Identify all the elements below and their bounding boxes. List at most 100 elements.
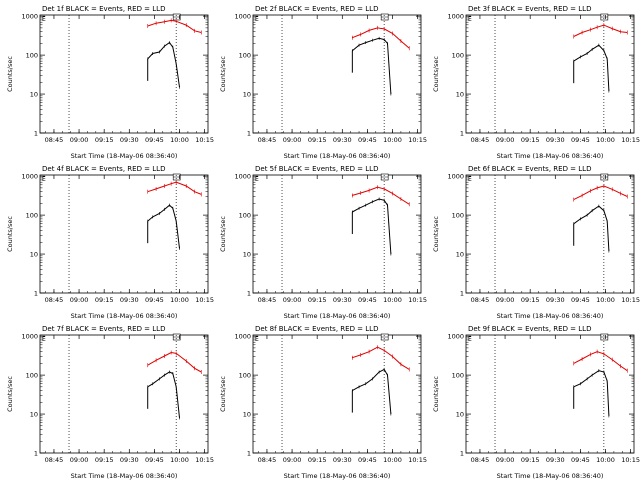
x-axis-label: Start Time (18-May-06 08:36:40)	[497, 312, 604, 320]
y-tick-label: 10	[456, 91, 464, 99]
x-tick-label: 10:00	[596, 456, 615, 464]
y-tick-label: 100	[452, 212, 464, 220]
y-axis-label: Counts/sec	[219, 216, 227, 252]
y-axis-label: Counts/sec	[219, 376, 227, 412]
x-axis-label: Start Time (18-May-06 08:36:40)	[71, 312, 178, 320]
x-tick-label: 10:00	[170, 296, 189, 304]
y-tick-label: 100	[239, 212, 251, 220]
x-tick-label: 09:00	[496, 296, 515, 304]
x-tick-label: 09:15	[308, 296, 327, 304]
x-tick-label: 09:30	[120, 296, 139, 304]
chart-title: Det 7f BLACK = Events, RED = LLD	[42, 325, 165, 333]
x-tick-label: 09:00	[496, 456, 515, 464]
x-tick-label: 09:15	[521, 296, 540, 304]
y-tick-label: 1000	[447, 173, 464, 181]
x-tick-label: 09:30	[333, 296, 352, 304]
y-tick-label: 100	[26, 372, 38, 380]
plot-frame	[39, 174, 209, 294]
y-axis-label: Counts/sec	[6, 216, 14, 252]
y-tick-label: 1	[34, 450, 38, 458]
legend-marker: E	[42, 336, 46, 343]
x-tick-label: 09:30	[333, 136, 352, 144]
x-tick-label: 09:15	[308, 136, 327, 144]
lld-series-line	[352, 186, 410, 205]
x-tick-label: 10:15	[195, 296, 214, 304]
y-tick-label: 1000	[234, 333, 251, 341]
y-tick-label: 1	[460, 130, 464, 138]
y-tick-label: 10	[30, 91, 38, 99]
events-series-line	[573, 44, 610, 92]
events-series-line	[352, 198, 392, 255]
plot-frame	[252, 334, 422, 454]
x-tick-label: 10:00	[383, 456, 402, 464]
x-tick-label: 10:15	[621, 456, 640, 464]
x-tick-label: 08:45	[471, 456, 490, 464]
x-tick-label: 10:15	[195, 136, 214, 144]
x-tick-label: 09:00	[70, 136, 89, 144]
x-axis-label: Start Time (18-May-06 08:36:40)	[284, 312, 391, 320]
lld-series-line	[147, 351, 202, 373]
chart-title: Det 9f BLACK = Events, RED = LLD	[468, 325, 591, 333]
x-tick-label: 10:15	[195, 456, 214, 464]
x-tick-label: 09:00	[283, 296, 302, 304]
x-tick-label: 10:00	[383, 136, 402, 144]
x-tick-label: 10:15	[621, 296, 640, 304]
chart-title: Det 1f BLACK = Events, RED = LLD	[42, 5, 165, 13]
x-tick-label: 08:45	[258, 296, 277, 304]
events-series-line	[573, 205, 610, 252]
plot-frame	[465, 174, 635, 294]
chart-svg: Det 2f BLACK = Events, RED = LLD E 1 10 100 1…	[219, 5, 427, 160]
legend-marker: E	[255, 176, 259, 183]
x-tick-label: 09:45	[571, 136, 590, 144]
x-tick-label: 08:45	[45, 296, 64, 304]
x-tick-label: 09:00	[70, 296, 89, 304]
y-tick-label: 10	[243, 251, 251, 259]
chart-svg: Det 5f BLACK = Events, RED = LLD E 1 10 100 1…	[219, 165, 427, 320]
lld-series-line	[352, 27, 410, 49]
lld-series-line	[352, 346, 410, 370]
plot-frame	[252, 174, 422, 294]
lld-series-line	[573, 24, 628, 37]
x-axis-label: Start Time (18-May-06 08:36:40)	[497, 472, 604, 480]
y-axis-label: Counts/sec	[6, 376, 14, 412]
x-axis-label: Start Time (18-May-06 08:36:40)	[284, 152, 391, 160]
chart-svg: Det 6f BLACK = Events, RED = LLD E 1 10 100 1…	[432, 165, 640, 320]
x-tick-label: 08:45	[471, 136, 490, 144]
x-tick-label: 10:00	[170, 456, 189, 464]
y-tick-label: 1000	[447, 13, 464, 21]
chart-svg: Det 8f BLACK = Events, RED = LLD E 1 10 100 1…	[219, 325, 427, 480]
x-tick-label: 09:15	[95, 136, 114, 144]
detector-panel: Det 5f BLACK = Events, RED = LLD E 1 10 100 1…	[213, 160, 427, 320]
y-tick-label: 100	[239, 372, 251, 380]
x-tick-label: 08:45	[258, 136, 277, 144]
legend-marker: E	[468, 336, 472, 343]
x-tick-label: 10:00	[383, 296, 402, 304]
y-tick-label: 1000	[234, 173, 251, 181]
events-series-line	[147, 41, 180, 88]
detector-panel: Det 2f BLACK = Events, RED = LLD E 1 10 100 1…	[213, 0, 427, 160]
events-series-line	[573, 370, 610, 416]
x-tick-label: 08:45	[471, 296, 490, 304]
y-tick-label: 100	[26, 52, 38, 60]
x-tick-label: 09:00	[496, 136, 515, 144]
detector-panel: Det 4f BLACK = Events, RED = LLD E 1 10 100 1…	[0, 160, 214, 320]
x-tick-label: 09:45	[145, 136, 164, 144]
x-axis-label: Start Time (18-May-06 08:36:40)	[497, 152, 604, 160]
x-tick-label: 09:30	[546, 136, 565, 144]
x-axis-label: Start Time (18-May-06 08:36:40)	[71, 152, 178, 160]
events-series-line	[147, 371, 180, 418]
lld-series-line	[147, 19, 202, 33]
y-tick-label: 10	[30, 251, 38, 259]
x-tick-label: 10:00	[596, 136, 615, 144]
plot-frame	[39, 14, 209, 134]
legend-marker: E	[468, 16, 472, 23]
x-tick-label: 09:15	[521, 456, 540, 464]
x-tick-label: 09:15	[95, 456, 114, 464]
chart-svg: Det 7f BLACK = Events, RED = LLD E 1 10 100 1…	[6, 325, 214, 480]
x-tick-label: 09:45	[145, 296, 164, 304]
chart-svg: Det 1f BLACK = Events, RED = LLD E 1 10 100 1…	[6, 5, 214, 160]
detector-panel: Det 1f BLACK = Events, RED = LLD E 1 10 100 1…	[0, 0, 214, 160]
y-tick-label: 1000	[21, 333, 38, 341]
y-tick-label: 100	[452, 52, 464, 60]
y-tick-label: 1000	[21, 13, 38, 21]
